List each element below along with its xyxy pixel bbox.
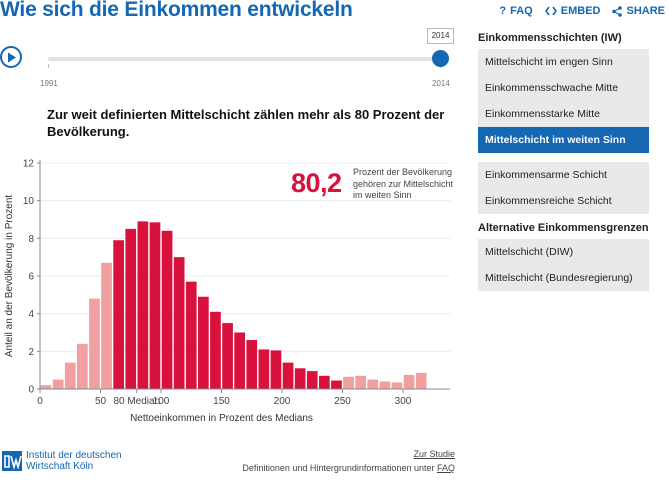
y-tick-label: 12 (23, 159, 35, 170)
sidebar-item-einkommensarme-schicht[interactable]: Einkommensarme Schicht (478, 162, 649, 188)
top-actions: ? FAQ EMBED SHARE (499, 5, 665, 17)
y-tick-label: 6 (28, 272, 34, 283)
page-title: Wie sich die Einkommen entwickeln (0, 0, 353, 21)
x-axis-title: Nettoeinkommen in Prozent des Medians (130, 413, 313, 424)
bar (77, 343, 88, 389)
bar (367, 379, 379, 389)
play-button[interactable] (0, 46, 22, 68)
bar (137, 221, 149, 389)
x-tick-label: 200 (274, 396, 291, 407)
bar (331, 380, 342, 389)
bar (113, 240, 124, 389)
x-tick-label: 0 (37, 396, 43, 407)
faq-button[interactable]: ? FAQ (499, 5, 532, 17)
study-link[interactable]: Zur Studie (413, 449, 455, 459)
bar (198, 296, 209, 389)
footer-info-line: Definitionen und Hintergrundinformatione… (242, 461, 455, 475)
bar (355, 375, 366, 389)
bar (222, 323, 233, 389)
bar (343, 376, 354, 389)
bar (101, 262, 112, 389)
y-tick-label: 4 (28, 309, 34, 320)
bar (234, 332, 245, 389)
embed-label: EMBED (560, 5, 601, 17)
iw-logo[interactable]: Institut der deutschen Wirtschaft Köln (2, 450, 122, 472)
bar (125, 228, 137, 389)
bar (246, 340, 258, 389)
slider-tick-start (48, 64, 49, 68)
sidebar: Einkommensschichten (IW) Mittelschicht i… (478, 30, 649, 291)
y-tick-label: 0 (28, 385, 34, 396)
y-tick-label: 10 (23, 196, 35, 207)
sidebar-item-mittelschicht-diw[interactable]: Mittelschicht (DIW) (478, 239, 649, 265)
sidebar-group-title-alternative: Alternative Einkommensgrenzen (478, 222, 649, 234)
bar (258, 349, 270, 389)
sidebar-item-einkommensstarke-mitte[interactable]: Einkommensstarke Mitte (478, 101, 649, 127)
bar (185, 281, 197, 389)
slider-value-bubble: 2014 (427, 28, 454, 44)
sidebar-item-mittelschicht-weit[interactable]: Mittelschicht im weiten Sinn (478, 127, 649, 153)
share-icon (612, 5, 623, 17)
bar (270, 350, 282, 389)
share-label: SHARE (626, 5, 665, 17)
bar (52, 379, 64, 389)
x-tick-label: 50 (95, 396, 107, 407)
chart-headline: Zur weit definierten Mittelschicht zähle… (47, 107, 445, 139)
highlight-caption: Prozent der Bevölkerung gehören zur Mitt… (353, 167, 454, 200)
bar (161, 230, 173, 389)
year-slider-handle[interactable] (432, 50, 449, 67)
iw-logo-icon (2, 451, 22, 471)
sidebar-group-title-iw: Einkommensschichten (IW) (478, 32, 622, 44)
y-tick-label: 8 (28, 234, 34, 245)
bar (403, 374, 415, 389)
slider-start-label: 1991 (40, 79, 58, 88)
bar (282, 362, 294, 389)
bar (149, 222, 161, 389)
x-tick-label: 250 (334, 396, 351, 407)
question-icon: ? (499, 5, 507, 17)
sidebar-spacer (478, 153, 649, 162)
bar (210, 311, 221, 389)
sidebar-item-einkommensreiche-schicht[interactable]: Einkommensreiche Schicht (478, 188, 649, 214)
embed-button[interactable]: EMBED (544, 5, 601, 17)
bar (379, 381, 391, 389)
bar (64, 362, 76, 389)
iw-logo-line2: Wirtschaft Köln (26, 461, 94, 472)
play-icon (8, 52, 16, 63)
x-tick-label: 300 (395, 396, 412, 407)
sidebar-item-mittelschicht-bundesregierung[interactable]: Mittelschicht (Bundesregierung) (478, 265, 649, 291)
bar (415, 372, 427, 389)
bar (173, 257, 185, 389)
faq-label: FAQ (510, 5, 533, 17)
x-tick-label: 150 (213, 396, 230, 407)
footer-faq-link[interactable]: FAQ (436, 463, 455, 473)
y-tick-label: 2 (28, 347, 34, 358)
share-button[interactable]: SHARE (612, 5, 665, 17)
x-tick-label: 100 (153, 396, 170, 407)
sidebar-item-einkommensschwache-mitte[interactable]: Einkommensschwache Mitte (478, 75, 649, 101)
footer: Zur Studie Definitionen und Hintergrundi… (242, 447, 455, 475)
x-tick-label: 80 Median (113, 396, 160, 407)
highlight-value: 80,2 (291, 168, 342, 198)
sidebar-item-mittelschicht-eng[interactable]: Mittelschicht im engen Sinn (478, 49, 649, 75)
year-slider-track[interactable] (48, 57, 440, 61)
slider-end-label: 2014 (432, 79, 450, 88)
footer-info-text: Definitionen und Hintergrundinformatione… (242, 463, 435, 473)
bar (294, 368, 306, 389)
bar (391, 382, 403, 389)
bar (40, 385, 52, 389)
y-axis-title: Anteil an der Bevölkerung in Prozent (4, 195, 15, 358)
iw-logo-text: Institut der deutschen Wirtschaft Köln (26, 450, 122, 472)
code-icon (544, 6, 557, 16)
bar (89, 298, 100, 389)
iw-logo-line1: Institut der deutschen (26, 450, 122, 461)
bar (306, 371, 318, 389)
bar (319, 375, 330, 389)
